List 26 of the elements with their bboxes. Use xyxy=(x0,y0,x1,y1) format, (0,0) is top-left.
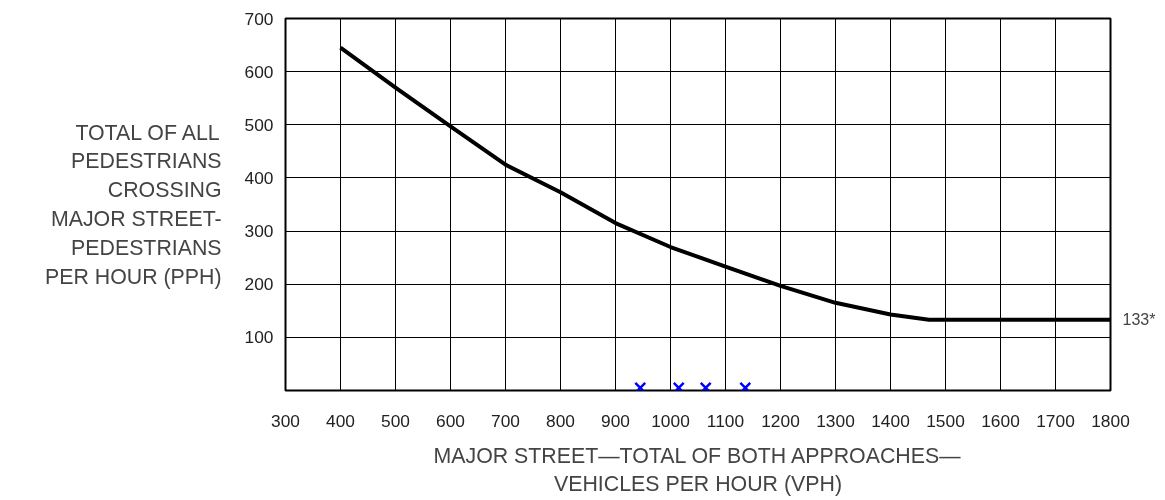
y-tick-label: 300 xyxy=(244,221,274,242)
x-tick-label: 900 xyxy=(601,410,630,431)
x-tick-label: 1300 xyxy=(816,410,855,431)
y-tick-label: 600 xyxy=(244,61,274,82)
x-tick-label: 700 xyxy=(491,410,520,431)
x-tick-label: 1100 xyxy=(706,410,745,431)
y-tick-label: 100 xyxy=(244,327,274,348)
x-tick-label: 800 xyxy=(546,410,575,431)
x-tick-label: 600 xyxy=(436,410,465,431)
x-tick-label: 1700 xyxy=(1036,410,1075,431)
x-tick-label: 1500 xyxy=(926,410,965,431)
y-tick-label: 400 xyxy=(244,167,274,188)
y-tick-label: 200 xyxy=(244,274,274,295)
y-tick-label: 700 xyxy=(244,8,274,29)
x-tick-label: 500 xyxy=(381,410,410,431)
y-tick-label: 500 xyxy=(244,114,274,135)
x-tick-label: 1800 xyxy=(1091,410,1130,431)
x-axis-title: MAJOR STREET—TOTAL OF BOTH APPROACHES— VEHICLES PER HOUR (VPH) xyxy=(433,443,962,497)
x-tick-label: 1000 xyxy=(651,410,690,431)
x-tick-label: 1400 xyxy=(871,410,910,431)
annotation: 133* xyxy=(1122,311,1156,329)
x-tick-label: 1200 xyxy=(761,410,800,431)
x-tick-label: 400 xyxy=(326,410,355,431)
x-tick-label: 1600 xyxy=(981,410,1020,431)
x-tick-label: 300 xyxy=(271,410,300,431)
y-axis-title: TOTAL OF ALL PEDESTRIANS CROSSING MAJOR STREET- PEDESTRIANS PER HOUR (PPH) xyxy=(45,120,222,289)
